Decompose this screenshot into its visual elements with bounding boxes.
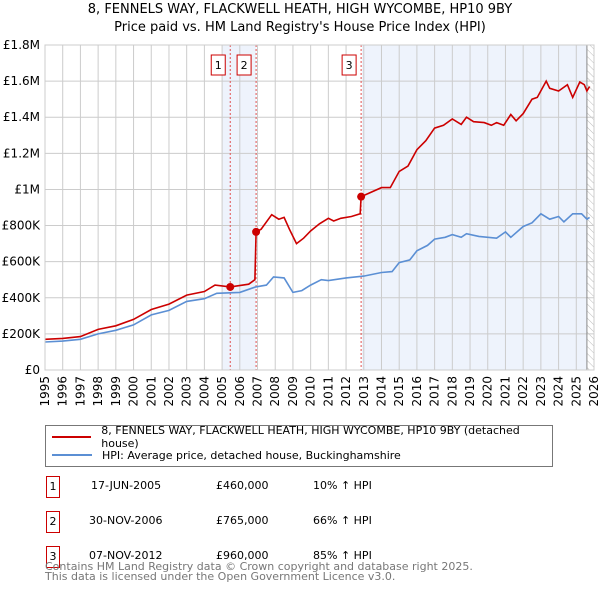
sale-label: 2	[241, 59, 248, 72]
plot-border	[44, 44, 595, 371]
x-tick-label: 2008	[268, 376, 282, 407]
x-tick-label: 2001	[144, 376, 158, 407]
x-tick-label: 2002	[162, 376, 176, 407]
sale-point	[226, 282, 235, 291]
y-tick-label: £0	[25, 363, 40, 377]
property-price-line	[44, 79, 591, 341]
transaction-date: 07-NOV-2012	[89, 549, 163, 562]
sale-label-box	[210, 54, 226, 76]
x-tick-label: 2003	[180, 376, 194, 407]
x-tick-label: 2026	[587, 376, 600, 407]
legend-item-property: 8, FENNELS WAY, FLACKWELL HEATH, HIGH WY…	[52, 424, 552, 450]
sale-label-box	[236, 54, 252, 76]
x-tick-label: 2004	[197, 376, 211, 407]
x-tick-label: 2007	[251, 376, 265, 407]
legend-swatch-blue	[52, 454, 92, 456]
footer-copyright: Contains HM Land Registry data © Crown c…	[45, 560, 473, 573]
sale-label-box	[341, 54, 357, 76]
y-tick-label: £1M	[14, 182, 40, 196]
x-tick-label: 2018	[445, 376, 459, 407]
x-tick-label: 2005	[215, 376, 229, 407]
transaction-marker: 1	[46, 476, 60, 498]
x-tick-label: 1999	[109, 376, 123, 407]
x-tick-label: 2011	[321, 376, 335, 407]
x-tick-label: 2022	[516, 376, 530, 407]
x-tick-label: 2009	[286, 376, 300, 407]
y-tick-label: £800K	[2, 219, 42, 233]
transaction-marker: 2	[46, 511, 60, 533]
y-tick-label: £1.2M	[3, 146, 40, 160]
y-tick-label: £1.8M	[3, 38, 40, 52]
x-tick-label: 1995	[38, 376, 52, 407]
transaction-hpi: 85% ↑ HPI	[313, 549, 372, 562]
chart-title: 8, FENNELS WAY, FLACKWELL HEATH, HIGH WY…	[87, 2, 513, 17]
x-tick-label: 2013	[357, 376, 371, 407]
sale-label: 3	[346, 59, 353, 72]
x-tick-label: 1996	[56, 376, 70, 407]
legend: 8, FENNELS WAY, FLACKWELL HEATH, HIGH WY…	[45, 424, 553, 467]
transaction-date: 30-NOV-2006	[89, 514, 163, 527]
x-tick-label: 2012	[339, 376, 353, 407]
hpi-line	[44, 212, 591, 343]
x-tick-label: 2000	[127, 376, 141, 407]
shaded-region	[362, 45, 587, 370]
shaded-region	[222, 45, 257, 370]
x-tick-label: 2019	[463, 376, 477, 407]
x-tick-label: 2024	[552, 376, 566, 407]
x-tick-label: 2014	[374, 376, 388, 407]
legend-label: HPI: Average price, detached house, Buck…	[102, 448, 401, 462]
x-tick-label: 2010	[304, 376, 318, 407]
x-tick-label: 2017	[428, 376, 442, 407]
y-tick-label: £1.4M	[3, 110, 40, 124]
x-tick-label: 2015	[392, 376, 406, 407]
forecast-hatch	[586, 45, 594, 370]
transaction-price: £460,000	[216, 479, 269, 492]
sale-point	[252, 227, 261, 236]
x-tick-label: 2025	[569, 376, 583, 407]
x-tick-label: 2006	[233, 376, 247, 407]
transaction-marker: 3	[46, 546, 60, 568]
x-tick-label: 2021	[498, 376, 512, 407]
transaction-price: £765,000	[216, 514, 269, 527]
x-tick-label: 1998	[91, 376, 105, 407]
chart-subtitle: Price paid vs. HM Land Registry's House …	[114, 20, 486, 35]
y-tick-label: £1.6M	[3, 74, 40, 88]
y-tick-label: £400K	[2, 291, 42, 305]
transaction-hpi: 10% ↑ HPI	[313, 479, 372, 492]
footer-licence: This data is licensed under the Open Gov…	[45, 570, 396, 583]
price-chart: 1995 1996 1997 1998 1999 2000 2001 2002 2003 2004…	[2, 38, 600, 407]
y-tick-label: £200K	[2, 327, 42, 341]
legend-item-hpi: HPI: Average price, detached house, Buck…	[52, 447, 401, 463]
transaction-price: £960,000	[216, 549, 269, 562]
x-tick-label: 2023	[534, 376, 548, 407]
x-tick-label: 2020	[481, 376, 495, 407]
legend-label: 8, FENNELS WAY, FLACKWELL HEATH, HIGH WY…	[101, 424, 520, 450]
y-tick-label: £600K	[2, 255, 42, 269]
sale-label: 1	[215, 59, 222, 72]
legend-swatch-red	[52, 436, 92, 438]
sale-point	[357, 192, 366, 201]
x-tick-label: 1997	[73, 376, 87, 407]
transaction-hpi: 66% ↑ HPI	[313, 514, 372, 527]
transaction-date: 17-JUN-2005	[91, 479, 162, 492]
x-tick-label: 2016	[410, 376, 424, 407]
